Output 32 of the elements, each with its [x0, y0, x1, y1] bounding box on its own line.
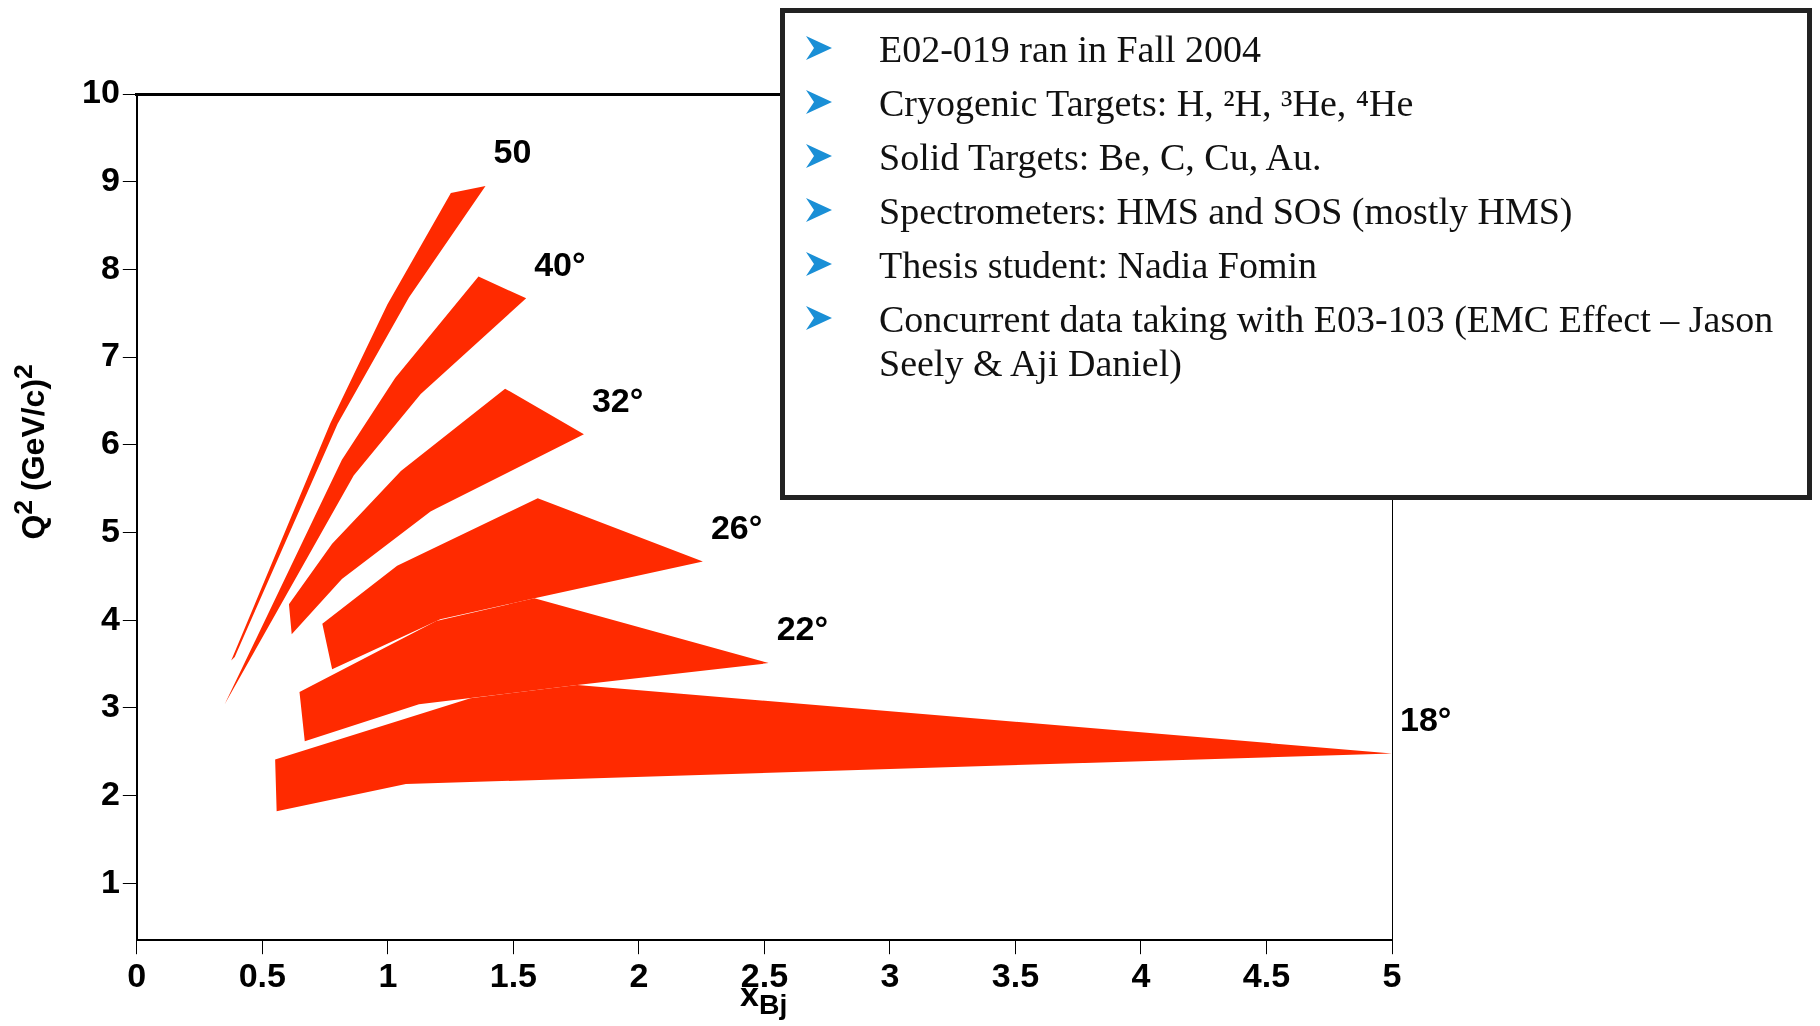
annotation: Thesis student: Nadia Fomin — [879, 243, 1318, 287]
y-tick-label: 10 — [81, 72, 120, 111]
y-tick-label: 7 — [100, 335, 120, 374]
annotation: Cryogenic Targets: H, ²H, ³He, ⁴He — [879, 81, 1414, 125]
x-tick-label: 4.5 — [1242, 955, 1291, 994]
x-tick-label: 3 — [880, 955, 900, 994]
y-tick-label: 1 — [100, 861, 120, 900]
y-tick-label: 9 — [100, 160, 120, 199]
x-tick-label: 5 — [1382, 955, 1402, 994]
series-label: 26° — [710, 507, 763, 546]
y-tick-label: 3 — [100, 686, 120, 725]
series-label: 32° — [591, 380, 644, 419]
series-label: 50 — [493, 132, 532, 171]
y-tick-label: 8 — [100, 247, 120, 286]
y-tick-label: 2 — [100, 773, 120, 812]
series-label: 22° — [776, 609, 829, 648]
x-tick-label: 1 — [378, 955, 398, 994]
x-tick-label: 2 — [629, 955, 649, 994]
y-tick-label: 6 — [100, 423, 120, 462]
text: E02-019 ran in Fall 2004 — [879, 28, 1262, 70]
x-tick-label: 0 — [127, 955, 147, 994]
annotation: Solid Targets: Be, C, Cu, Au. — [879, 135, 1322, 179]
series-label: 40° — [534, 244, 586, 283]
x-tick-label: 1.5 — [489, 955, 538, 994]
annotation: Concurrent data taking with E03-103 (EMC Effect – Jason Seely & Aji Daniel) — [879, 297, 1775, 385]
x-tick-label: 0.5 — [238, 955, 286, 994]
x-tick-label: 4 — [1131, 955, 1151, 994]
annotation: Spectrometers: HMS and SOS (mostly HMS) — [879, 189, 1573, 233]
y-tick-label: 4 — [100, 598, 120, 637]
x-tick-label: 3.5 — [991, 955, 1040, 994]
series-label: 18° — [1400, 699, 1452, 738]
y-tick-label: 5 — [100, 510, 120, 549]
